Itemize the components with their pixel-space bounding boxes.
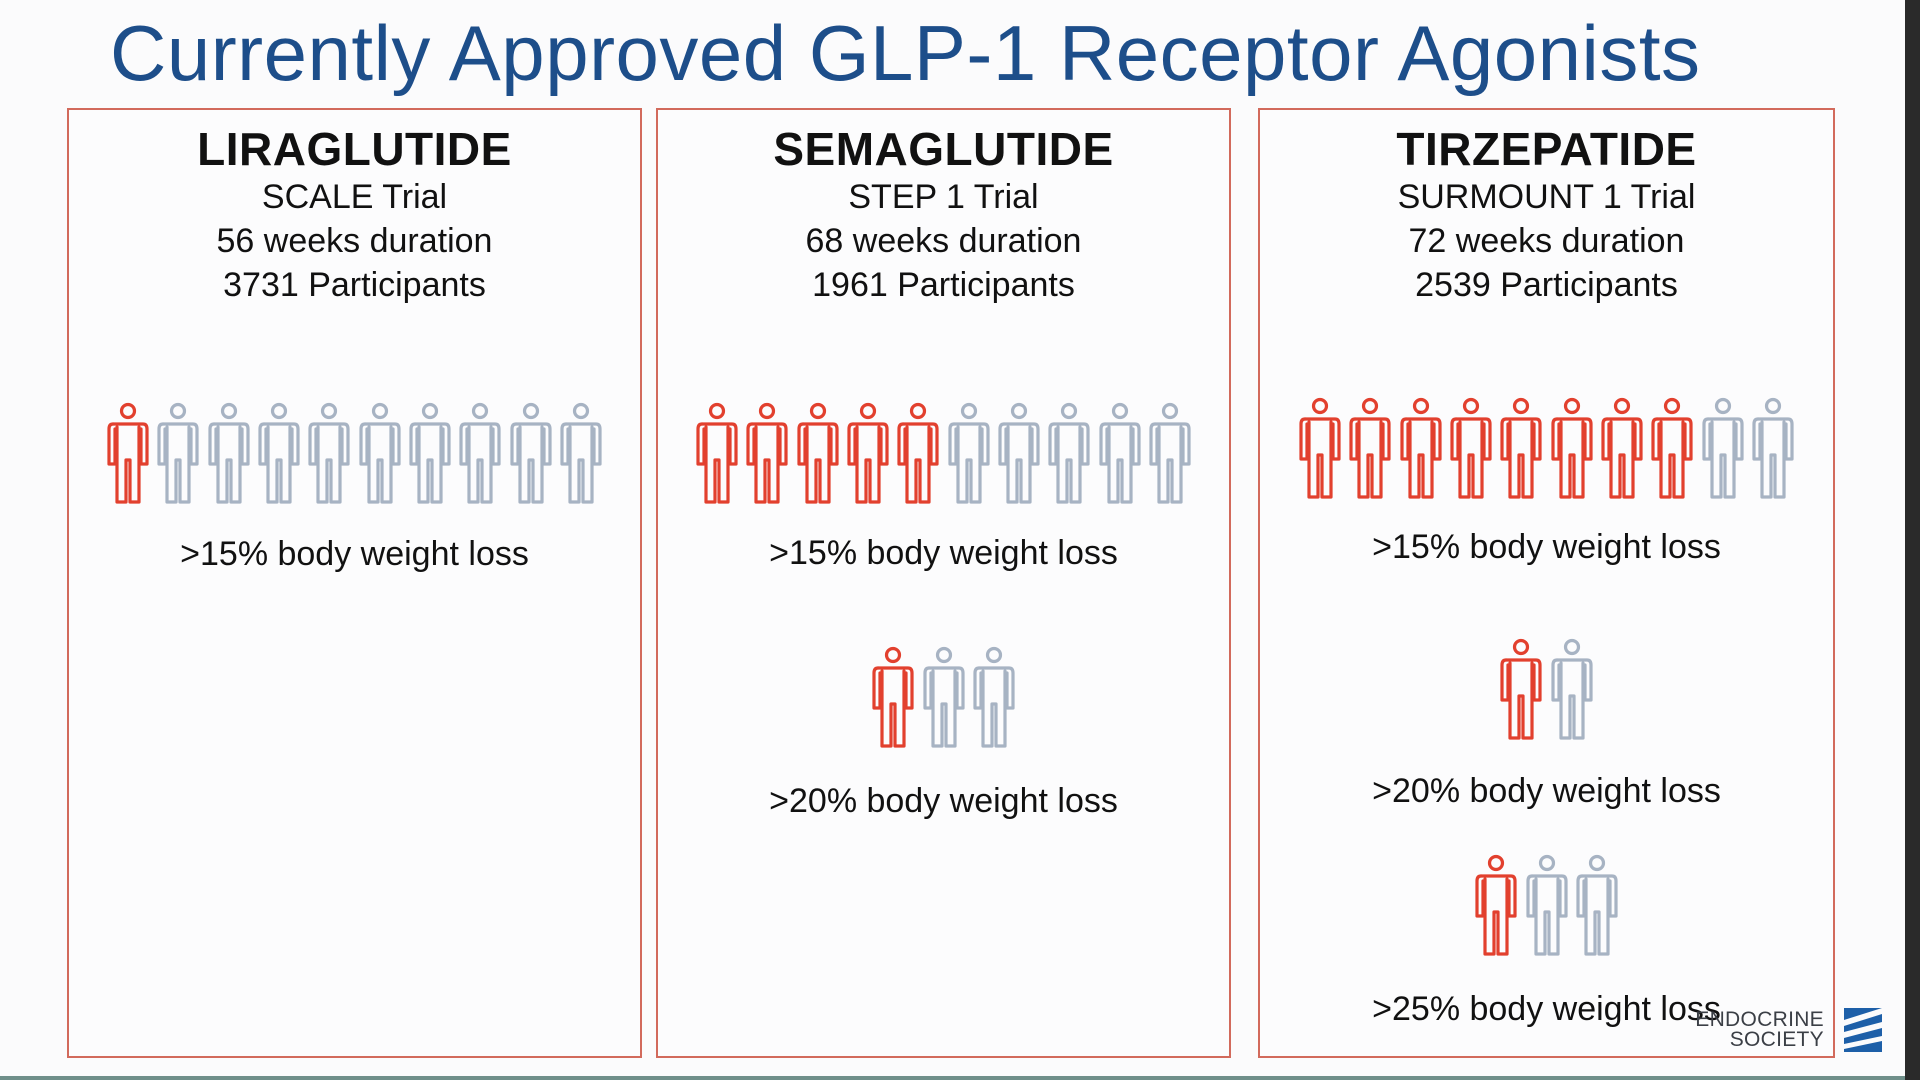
slide-title: Currently Approved GLP-1 Receptor Agonis… [110,9,1701,97]
person-icon [746,402,788,504]
person-icon [973,646,1015,748]
person-icon [359,402,401,504]
trial-duration: 68 weeks duration [805,222,1082,260]
people-row [658,402,1229,506]
endocrine-society-logo: ENDOCRINE SOCIETY [1695,1008,1882,1056]
people-row [1260,638,1833,742]
person-icon [1500,397,1542,499]
trial-participants: 1961 Participants [812,266,1075,304]
person-icon [998,402,1040,504]
person-icon [1525,854,1568,956]
person-icon [1048,402,1091,504]
person-icon [1601,397,1643,499]
person-icon [1450,397,1492,499]
trial-name: SCALE Trial [261,178,448,216]
person-icon [1399,397,1442,499]
person-icon [1475,854,1517,956]
person-icon [510,402,552,504]
person-icon [948,402,990,504]
metric-label: >25% body weight loss [1372,990,1721,1028]
metric-label: >15% body weight loss [1372,528,1721,566]
people-row [1260,397,1833,501]
person-icon [157,402,199,504]
drug-name: SEMAGLUTIDE [773,123,1114,175]
person-icon [1651,397,1694,499]
person-icon [696,402,738,504]
trial-name: SURMOUNT 1 Trial [1397,178,1696,216]
trial-duration: 56 weeks duration [216,222,493,260]
endocrine-society-logo-icon [1844,1008,1882,1052]
trial-participants: 2539 Participants [1415,266,1678,304]
drug-name: TIRZEPATIDE [1396,123,1697,175]
metric-label: >20% body weight loss [1372,772,1721,810]
person-icon [1500,638,1542,740]
person-icon [308,402,350,504]
person-icon [409,402,451,504]
person-icon [1299,397,1341,499]
person-icon [1349,397,1391,499]
metric-label: >15% body weight loss [769,534,1118,572]
person-icon [1099,402,1141,504]
person-icon [796,402,839,504]
person-icon [258,402,300,504]
panel-liraglutide: LIRAGLUTIDE SCALE Trial 56 weeks duratio… [67,108,642,1058]
logo-text-line1: ENDOCRINE [1695,1008,1824,1031]
person-icon [107,402,149,504]
person-icon [1551,397,1593,499]
trial-name: STEP 1 Trial [848,178,1039,216]
person-icon [459,402,502,504]
window-edge-bottom [0,1076,1905,1080]
person-icon [922,646,965,748]
people-row [1260,854,1833,958]
trial-duration: 72 weeks duration [1408,222,1685,260]
person-icon [1551,638,1593,740]
person-icon [1576,854,1618,956]
person-icon [872,646,914,748]
person-icon [560,402,602,504]
metric-label: >15% body weight loss [180,535,529,573]
person-icon [1752,397,1794,499]
person-icon [897,402,939,504]
panel-tirzepatide: TIRZEPATIDE SURMOUNT 1 Trial 72 weeks du… [1258,108,1835,1058]
person-icon [847,402,889,504]
people-row [658,646,1229,750]
window-edge-right [1905,0,1920,1080]
trial-participants: 3731 Participants [223,266,486,304]
drug-name: LIRAGLUTIDE [197,123,512,175]
people-row [69,402,640,506]
panel-semaglutide: SEMAGLUTIDE STEP 1 Trial 68 weeks durati… [656,108,1231,1058]
person-icon [207,402,250,504]
person-icon [1149,402,1191,504]
metric-label: >20% body weight loss [769,782,1118,820]
logo-text-line2: SOCIETY [1729,1028,1824,1051]
person-icon [1702,397,1744,499]
